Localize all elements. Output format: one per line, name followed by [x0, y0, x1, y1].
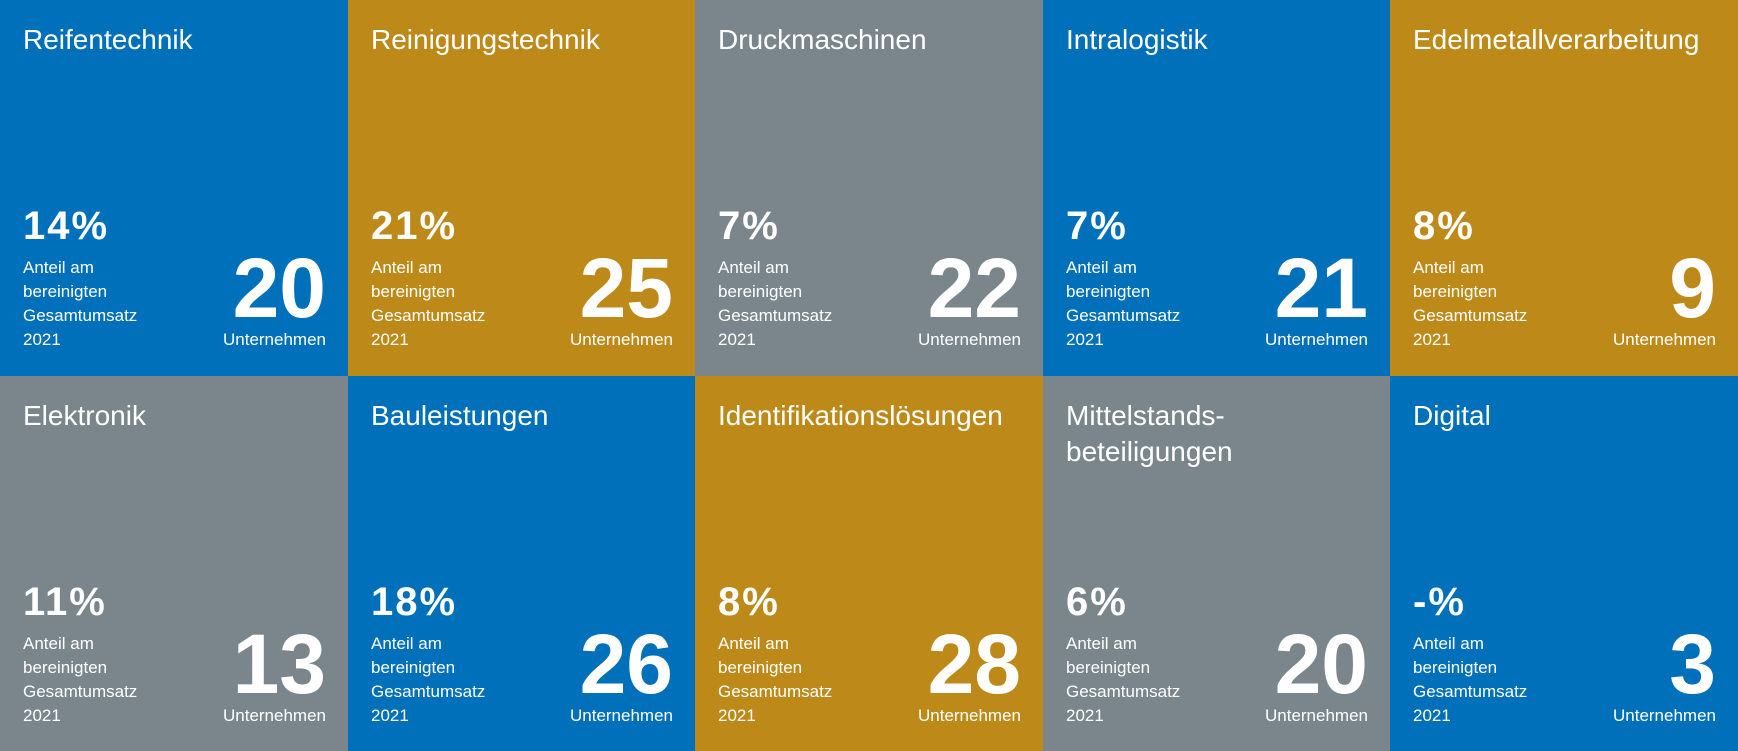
company-count: 21 [1274, 241, 1368, 335]
revenue-share-percent: 11% [23, 580, 107, 624]
company-count: 20 [1274, 617, 1368, 711]
company-count-label: Unternehmen [1612, 330, 1716, 349]
company-count: 13 [232, 617, 326, 711]
company-count-label: Unternehmen [222, 706, 326, 725]
company-count-label: Unternehmen [917, 706, 1021, 725]
revenue-share-label: Anteil am bereinigten Gesamtumsatz 2021 [718, 634, 833, 725]
company-count-label: Unternehmen [1612, 706, 1716, 725]
company-count-label: Unternehmen [917, 330, 1021, 349]
segment-tile-reifentechnik[interactable]: Reifentechnik 14% Anteil am bereinigten Ge… [0, 0, 348, 376]
revenue-share-label: Anteil am bereinigten Gesamtumsatz 2021 [718, 258, 833, 349]
revenue-share-label: Anteil am bereinigten Gesamtumsatz 2021 [1413, 634, 1528, 725]
company-count: 9 [1669, 241, 1716, 335]
revenue-share-percent: 14% [23, 204, 110, 248]
segment-tile-digital[interactable]: Digital -% Anteil am bereinigten Gesamtums… [1390, 376, 1738, 751]
company-count: 3 [1669, 617, 1716, 711]
segment-tile-intralogistik[interactable]: Intralogistik 7% Anteil am bereinigten Ges… [1043, 0, 1390, 376]
company-count-label: Unternehmen [569, 330, 673, 349]
company-count: 22 [927, 241, 1021, 335]
revenue-share-percent: 7% [1066, 204, 1128, 248]
segment-title: Reinigungstechnik [371, 24, 600, 55]
revenue-share-percent: 7% [718, 204, 780, 248]
revenue-share-percent: 6% [1066, 580, 1128, 624]
company-count-label: Unternehmen [222, 330, 326, 349]
company-count: 25 [579, 241, 673, 335]
revenue-share-label: Anteil am bereinigten Gesamtumsatz 2021 [1413, 258, 1528, 349]
segment-title: Druckmaschinen [718, 24, 927, 55]
segment-title: Reifentechnik [23, 24, 193, 55]
company-count-label: Unternehmen [569, 706, 673, 725]
segment-tile-druckmaschinen[interactable]: Druckmaschinen 7% Anteil am bereinigten Ge… [695, 0, 1043, 376]
segment-tile-edelmetallverarbeitung[interactable]: Edelmetallverarbeitung 8% Anteil am berei… [1390, 0, 1738, 376]
company-count-label: Unternehmen [1264, 706, 1368, 725]
segment-tile-bauleistungen[interactable]: Bauleistungen 18% Anteil am bereinigten Ge… [348, 376, 695, 751]
segment-title: Mittelstands-beteiligungen [1066, 400, 1233, 467]
company-count: 28 [927, 617, 1021, 711]
revenue-share-label: Anteil am bereinigten Gesamtumsatz 2021 [23, 258, 138, 349]
revenue-share-label: Anteil am bereinigten Gesamtumsatz 2021 [371, 634, 486, 725]
segment-tile-identifikationsloesungen[interactable]: Identifikationslösungen 8% Anteil am bere… [695, 376, 1043, 751]
segment-tile-elektronik[interactable]: Elektronik 11% Anteil am bereinigten Gesam… [0, 376, 348, 751]
revenue-share-label: Anteil am bereinigten Gesamtumsatz 2021 [23, 634, 138, 725]
segment-title: Bauleistungen [371, 400, 549, 431]
revenue-share-percent: 18% [371, 580, 458, 624]
segment-title: Digital [1413, 400, 1491, 431]
segment-tile-mittelstandsbeteiligungen[interactable]: Mittelstands-beteiligungen 6% Anteil am b… [1043, 376, 1390, 751]
segment-title: Elektronik [23, 400, 146, 431]
segment-tile-reinigungstechnik[interactable]: Reinigungstechnik 21% Anteil am bereinigt… [348, 0, 695, 376]
segment-title: Intralogistik [1066, 24, 1208, 55]
company-count: 26 [579, 617, 673, 711]
company-count-label: Unternehmen [1264, 330, 1368, 349]
revenue-share-percent: -% [1413, 580, 1466, 624]
revenue-share-label: Anteil am bereinigten Gesamtumsatz 2021 [371, 258, 486, 349]
revenue-share-label: Anteil am bereinigten Gesamtumsatz 2021 [1066, 258, 1181, 349]
segment-title: Identifikationslösungen [718, 400, 1003, 431]
revenue-share-percent: 21% [371, 204, 458, 248]
revenue-share-percent: 8% [1413, 204, 1475, 248]
revenue-share-label: Anteil am bereinigten Gesamtumsatz 2021 [1066, 634, 1181, 725]
revenue-share-percent: 8% [718, 580, 780, 624]
segment-title: Edelmetallverarbeitung [1413, 24, 1700, 55]
company-count: 20 [232, 241, 326, 335]
